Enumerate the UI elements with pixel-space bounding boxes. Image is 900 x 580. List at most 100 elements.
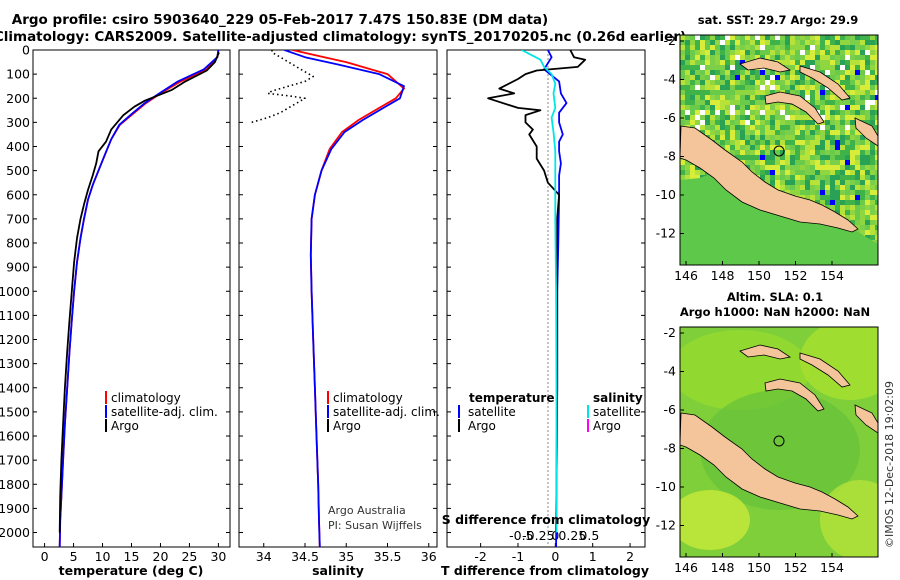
salinity-diff-ticks: -0.5-0.250 0.250.5 xyxy=(509,528,599,543)
map-x-tick-label: 154 xyxy=(820,560,844,575)
map2-solomons-land xyxy=(854,404,878,434)
legend-s-argo-label: Argo xyxy=(593,419,621,433)
depth-tick-label: 1500 xyxy=(0,404,30,419)
map-x-tick-label: 150 xyxy=(747,560,771,575)
sal-legend-climatology-swatch xyxy=(327,391,329,404)
legend-temperature-title: temperature xyxy=(469,391,554,405)
salinity-xlabel: salinity xyxy=(312,563,364,578)
depth-tick-label: 1000 xyxy=(0,284,30,299)
depth-tick-label: 1100 xyxy=(0,308,30,323)
series-line-argo xyxy=(58,52,220,533)
sal-legend-argo-swatch xyxy=(327,419,329,432)
new-ireland-land xyxy=(739,57,792,73)
sal-legend-satellite-label: satellite-adj. clim. xyxy=(333,405,440,419)
legend-s-satellite-swatch xyxy=(587,405,589,418)
legend-t-satellite-label: satellite xyxy=(468,405,516,419)
legend-t-argo-swatch xyxy=(458,419,460,432)
s-diff-tick-label: 0.5 xyxy=(579,528,599,543)
depth-tick-label: 1300 xyxy=(0,356,30,371)
depth-tick-label: 400 xyxy=(6,139,30,154)
s-diff-tick-label: -0.25 xyxy=(522,528,554,543)
difference-xlabel: T difference from climatology xyxy=(441,563,649,578)
depth-axis: 0 100 200 300 400 500 600 700 800 900 1000 1100 1200… xyxy=(0,43,645,540)
map-y-tick-label: -2 xyxy=(664,33,676,48)
map-y-tick-label: -8 xyxy=(664,149,677,164)
x-tick-label: 5 xyxy=(70,549,78,564)
map-y-tick-label: -4 xyxy=(664,72,677,87)
depth-tick-label: 1700 xyxy=(0,453,30,468)
legend-s-satellite-label: satellite xyxy=(593,405,641,419)
depth-tick-label: 300 xyxy=(6,115,30,130)
bougainville-land xyxy=(799,65,851,101)
sst-map xyxy=(680,35,878,265)
legend-climatology-swatch xyxy=(105,391,107,404)
x-tick-label: 35.5 xyxy=(374,549,402,564)
map-y-tick-label: -8 xyxy=(664,441,677,456)
difference-axes xyxy=(446,49,646,548)
salinity-axes xyxy=(238,49,438,548)
salinity-legend: climatology satellite-adj. clim. Argo xyxy=(327,391,440,433)
series-line-climatology xyxy=(292,50,405,547)
depth-tick-label: 1400 xyxy=(0,380,30,395)
difference-legend: temperature satellite Argo salinity sate… xyxy=(458,391,643,433)
map2-title-2: Argo h1000: NaN h2000: NaN xyxy=(680,305,870,319)
map1-frame xyxy=(679,34,879,266)
temperature-series xyxy=(58,50,220,547)
map1-argo-position xyxy=(773,145,785,157)
depth-tick-label: 100 xyxy=(6,67,30,82)
depth-tick-label: 1600 xyxy=(0,429,30,444)
series-line-argo xyxy=(251,50,315,124)
map-x-tick-label: 152 xyxy=(784,560,808,575)
x-tick-label: 1 xyxy=(589,549,597,564)
legend-t-satellite-swatch xyxy=(458,405,460,418)
difference-xlabel-top: S difference from climatology xyxy=(442,512,651,527)
s-diff-tick-label: 0.25 xyxy=(558,528,586,543)
x-tick-label: 0 xyxy=(551,549,559,564)
map-y-tick-label: -12 xyxy=(656,518,676,533)
map1-ticks: 146 148 150 152 154 -2 -4 -6 -8 -10 -12 xyxy=(656,33,844,283)
x-tick-label: 34.5 xyxy=(291,549,319,564)
depth-tick-label: 0 xyxy=(22,43,30,58)
map2-new-guinea-land xyxy=(680,412,859,520)
series-line-climatology xyxy=(58,50,220,547)
title-line-2: Climatology: CARS2009. Satellite-adjuste… xyxy=(0,29,686,45)
map2-frame xyxy=(679,326,879,558)
temperature-legend: climatology satellite-adj. clim. Argo xyxy=(105,391,218,433)
depth-tick-label: 600 xyxy=(6,187,30,202)
imos-credit: ©IMOS 12-Dec-2018 19:02:09 xyxy=(883,381,896,548)
series-line-s-satellite xyxy=(521,50,558,533)
map2-new-britain-land xyxy=(764,378,825,412)
depth-tick-label: 1900 xyxy=(0,501,30,516)
sal-legend-climatology-label: climatology xyxy=(333,391,403,405)
temperature-xlabel: temperature (deg C) xyxy=(59,563,204,578)
x-tick-label: 15 xyxy=(124,549,140,564)
legend-satellite-swatch xyxy=(105,405,107,418)
x-tick-label: 20 xyxy=(153,549,169,564)
legend-argo-label: Argo xyxy=(111,419,139,433)
credit-line-2: PI: Susan Wijffels xyxy=(328,519,422,532)
map-y-tick-label: -12 xyxy=(656,226,676,241)
sal-legend-argo-label: Argo xyxy=(333,419,361,433)
depth-tick-label: 1200 xyxy=(0,332,30,347)
temperature-x-ticks: 0 5 10 15 20 25 30 xyxy=(41,543,226,564)
x-tick-label: 0 xyxy=(41,549,49,564)
map2-title-1: Altim. SLA: 0.1 xyxy=(727,290,823,304)
x-tick-label: 2 xyxy=(626,549,634,564)
credit-line-1: Argo Australia xyxy=(328,504,406,517)
map-x-tick-label: 148 xyxy=(711,268,735,283)
map-x-tick-label: 150 xyxy=(747,268,771,283)
x-tick-label: 36 xyxy=(421,549,437,564)
map-y-tick-label: -4 xyxy=(664,364,677,379)
map1-title: sat. SST: 29.7 Argo: 29.9 xyxy=(698,13,858,27)
map-x-tick-label: 154 xyxy=(820,268,844,283)
map-x-tick-label: 148 xyxy=(711,560,735,575)
legend-t-argo-label: Argo xyxy=(468,419,496,433)
depth-tick-label: 200 xyxy=(6,91,30,106)
map-y-tick-label: -10 xyxy=(656,479,676,494)
series-line-satellite-adj-clim- xyxy=(58,50,220,547)
map-y-tick-label: -2 xyxy=(664,325,676,340)
map2-bougainville-land xyxy=(799,352,851,388)
map-y-tick-label: -6 xyxy=(664,402,677,417)
depth-tick-label: 800 xyxy=(6,236,30,251)
